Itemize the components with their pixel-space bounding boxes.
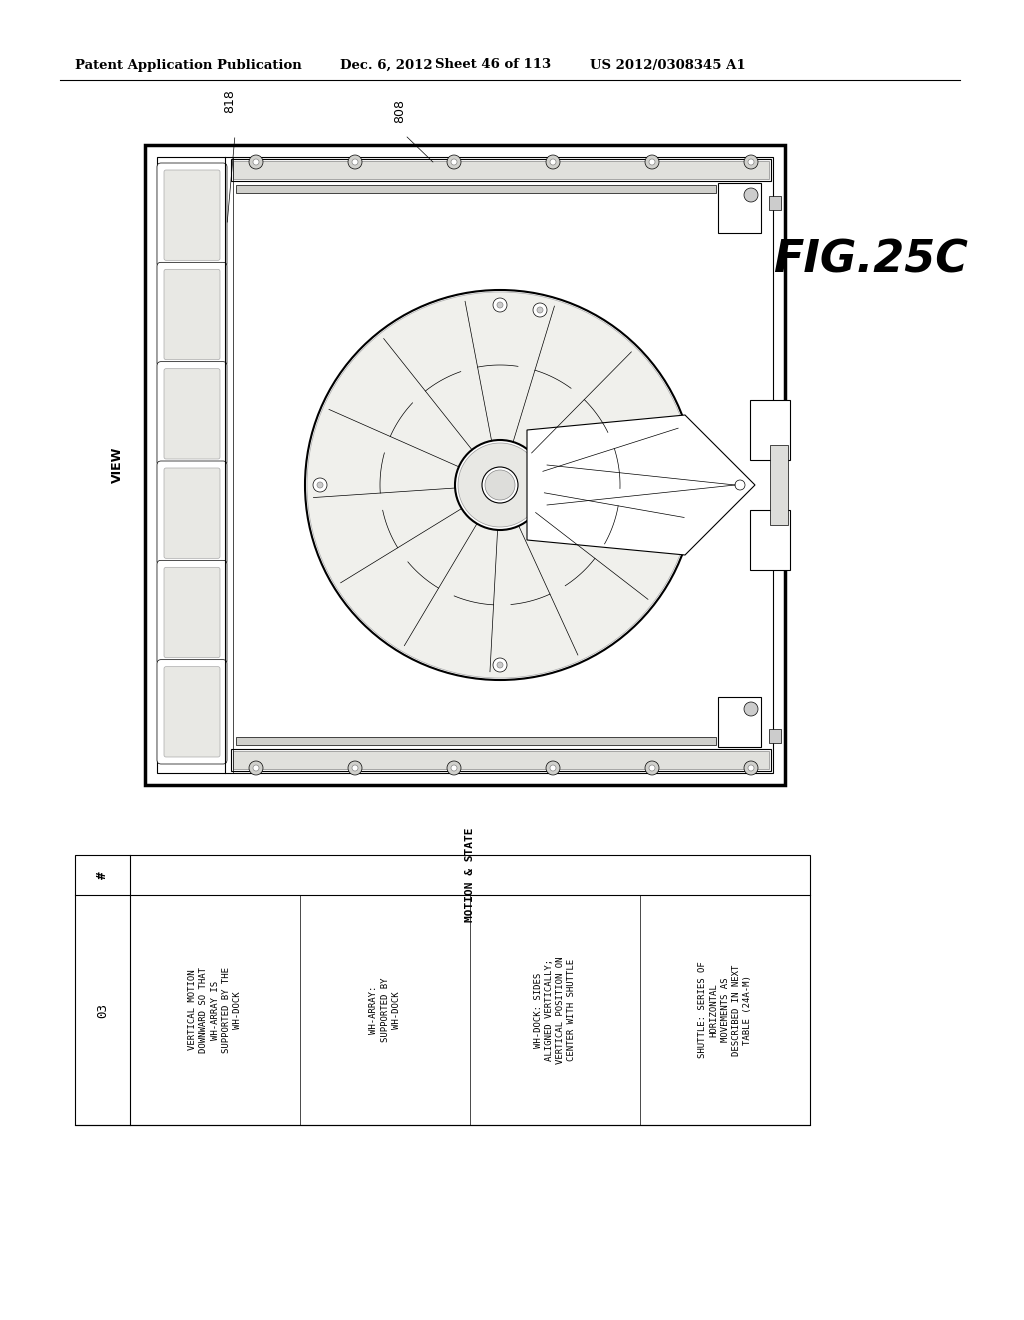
Circle shape [550,158,556,165]
Text: VIEW: VIEW [111,446,124,483]
Circle shape [537,308,543,313]
Circle shape [451,158,457,165]
Bar [718,697,761,747]
Circle shape [744,154,758,169]
Text: Dec. 6, 2012: Dec. 6, 2012 [340,58,432,71]
Bar [231,158,771,181]
Circle shape [748,766,754,771]
Circle shape [744,187,758,202]
Bar [750,400,790,459]
Circle shape [645,154,659,169]
Text: VERTICAL MOTION
DOWNWARD SO THAT
WH-ARRAY IS
SUPPORTED BY THE
WH-DOCK: VERTICAL MOTION DOWNWARD SO THAT WH-ARRA… [188,968,242,1053]
FancyBboxPatch shape [164,469,220,558]
Bar [236,737,716,744]
Text: 818: 818 [223,90,237,114]
FancyBboxPatch shape [164,269,220,359]
Circle shape [497,663,503,668]
Bar [718,183,761,234]
Circle shape [744,762,758,775]
Text: WH-ARRAY:
SUPPORTED BY
WH-DOCK: WH-ARRAY: SUPPORTED BY WH-DOCK [370,978,400,1043]
FancyBboxPatch shape [157,263,227,367]
Bar [233,161,769,180]
Circle shape [645,762,659,775]
FancyBboxPatch shape [164,667,220,756]
Bar [770,445,788,525]
Text: MOTION & STATE: MOTION & STATE [465,828,475,923]
FancyBboxPatch shape [157,362,227,466]
Circle shape [493,657,507,672]
Text: 808: 808 [393,99,407,123]
Polygon shape [527,414,755,554]
Circle shape [485,470,515,500]
Circle shape [249,762,263,775]
Circle shape [305,290,695,680]
Text: WH-DOCK: SIDES
ALIGNED VERTICALLY;
VERTICAL POSITION ON
CENTER WITH SHUTTLE: WH-DOCK: SIDES ALIGNED VERTICALLY; VERTI… [534,956,577,1064]
Bar [145,145,785,785]
FancyBboxPatch shape [157,560,227,665]
Circle shape [352,158,358,165]
Circle shape [253,158,259,165]
FancyBboxPatch shape [164,170,220,260]
Circle shape [447,154,461,169]
FancyBboxPatch shape [164,368,220,459]
Bar [769,195,781,210]
Circle shape [744,702,758,715]
Circle shape [546,762,560,775]
Circle shape [482,467,518,503]
Circle shape [649,158,655,165]
Circle shape [249,154,263,169]
Circle shape [546,154,560,169]
Circle shape [317,482,323,488]
Circle shape [307,292,693,678]
Text: US 2012/0308345 A1: US 2012/0308345 A1 [590,58,745,71]
Circle shape [348,154,362,169]
Text: Patent Application Publication: Patent Application Publication [75,58,302,71]
Text: Sheet 46 of 113: Sheet 46 of 113 [435,58,551,71]
Bar [236,185,716,193]
Circle shape [748,158,754,165]
Circle shape [735,480,745,490]
Bar [231,748,771,771]
Circle shape [550,766,556,771]
Bar [233,751,769,770]
Circle shape [253,766,259,771]
Circle shape [451,766,457,771]
Circle shape [348,762,362,775]
Circle shape [458,444,542,527]
Text: #: # [96,871,109,879]
Circle shape [447,762,461,775]
Circle shape [534,304,547,317]
Bar [157,157,773,774]
FancyBboxPatch shape [157,162,227,268]
Text: FIG.25C: FIG.25C [772,239,968,281]
Bar [750,510,790,570]
Circle shape [649,766,655,771]
Bar [75,855,810,1125]
FancyBboxPatch shape [157,461,227,565]
Bar [769,729,781,743]
Circle shape [313,478,327,492]
Circle shape [455,440,545,531]
Circle shape [352,766,358,771]
Circle shape [493,298,507,312]
FancyBboxPatch shape [157,660,227,764]
Circle shape [497,302,503,308]
FancyBboxPatch shape [164,568,220,657]
Text: SHUTTLE: SERIES OF
HORIZONTAL
MOVEMENTS AS
DESCRIBED IN NEXT
TABLE (24A-M): SHUTTLE: SERIES OF HORIZONTAL MOVEMENTS … [698,962,752,1059]
Text: 03: 03 [96,1002,109,1018]
